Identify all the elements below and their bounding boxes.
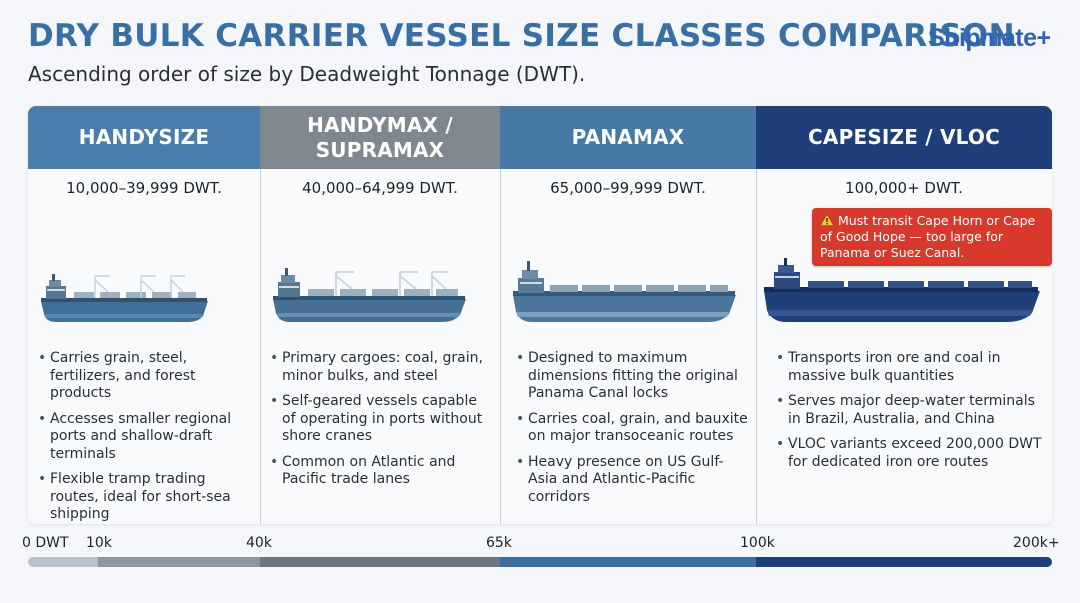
scale-label-100k: 100k — [740, 535, 775, 551]
feature-list: Transports iron ore and coal in massive … — [776, 350, 1046, 479]
column-title: HANDYMAX / — [307, 112, 453, 137]
list-item: Self-geared vessels capable of operating… — [270, 393, 494, 446]
warning-triangle-icon — [820, 214, 834, 226]
column-title: CAPESIZE / VLOC — [808, 125, 1000, 149]
feature-list: Primary cargoes: coal, grain, minor bulk… — [270, 350, 494, 497]
dwt-range: 40,000–64,999 DWT. — [302, 179, 458, 197]
dwt-range: 100,000+ DWT. — [845, 179, 963, 197]
column-header-handymax: HANDYMAX / SUPRAMAX — [260, 106, 500, 169]
dwt-range: 10,000–39,999 DWT. — [66, 179, 222, 197]
scale-segment — [98, 557, 260, 567]
scale-label-10k: 10k — [86, 535, 112, 551]
list-item: Carries grain, steel, fertilizers, and f… — [38, 350, 254, 403]
bulk-carrier-ship-icon — [513, 261, 736, 322]
bulk-carrier-ship-icon — [273, 268, 466, 322]
dwt-range: 65,000–99,999 DWT. — [550, 179, 706, 197]
list-item: VLOC variants exceed 200,000 DWT for ded… — [776, 436, 1046, 471]
list-item: Primary cargoes: coal, grain, minor bulk… — [270, 350, 494, 385]
logo-text: Shipmate — [928, 24, 1037, 52]
warning-text: Must transit Cape Horn or Cape of Good H… — [820, 213, 1036, 260]
column-header-panamax: PANAMAX — [500, 106, 756, 169]
scale-segment — [756, 557, 1052, 567]
feature-list: Designed to maximum dimensions fitting t… — [516, 350, 750, 514]
canal-warning-callout: Must transit Cape Horn or Cape of Good H… — [812, 208, 1052, 266]
list-item: Flexible tramp trading routes, ideal for… — [38, 471, 254, 524]
column-title: HANDYSIZE — [78, 125, 210, 149]
page-subtitle: Ascending order of size by Deadweight To… — [28, 62, 586, 86]
bulk-carrier-ship-icon — [41, 274, 208, 322]
bulk-carrier-ship-icon — [764, 258, 1040, 322]
column-title: PANAMAX — [571, 125, 685, 149]
logo-plus: + — [1036, 24, 1052, 52]
list-item: Carries coal, grain, and bauxite on majo… — [516, 411, 750, 446]
scale-segment — [260, 557, 500, 567]
dwt-scale-bar — [28, 557, 1052, 567]
scale-segment — [28, 557, 98, 567]
list-item: Accesses smaller regional ports and shal… — [38, 411, 254, 464]
column-header-handysize: HANDYSIZE — [28, 106, 260, 169]
scale-label-200k: 200k+ — [1013, 535, 1060, 551]
scale-segment — [500, 557, 756, 567]
column-panamax: PANAMAX 65,000–99,999 DWT. Designed to m… — [500, 106, 757, 524]
list-item: Designed to maximum dimensions fitting t… — [516, 350, 750, 403]
comparison-panel: HANDYSIZE 10,000–39,999 DWT. Carries gra… — [28, 106, 1052, 524]
list-item: Common on Atlantic and Pacific trade lan… — [270, 454, 494, 489]
column-header-capesize: CAPESIZE / VLOC — [756, 106, 1052, 169]
column-capesize: CAPESIZE / VLOC 100,000+ DWT. Must trans… — [756, 106, 1052, 524]
scale-label-65k: 65k — [486, 535, 512, 551]
column-title-line2: SUPRAMAX — [315, 137, 445, 162]
scale-label-0: 0 DWT — [22, 535, 69, 551]
shipmate-logo: Shipmate+ — [928, 24, 1051, 53]
list-item: Transports iron ore and coal in massive … — [776, 350, 1046, 385]
list-item: Serves major deep-water terminals in Bra… — [776, 393, 1046, 428]
column-handymax: HANDYMAX / SUPRAMAX 40,000–64,999 DWT. — [260, 106, 501, 524]
column-handysize: HANDYSIZE 10,000–39,999 DWT. Carries gra… — [28, 106, 261, 524]
list-item: Heavy presence on US Gulf-Asia and Atlan… — [516, 454, 750, 507]
feature-list: Carries grain, steel, fertilizers, and f… — [38, 350, 254, 524]
page-title: DRY BULK CARRIER VESSEL SIZE CLASSES COM… — [28, 18, 1015, 54]
scale-label-40k: 40k — [246, 535, 272, 551]
